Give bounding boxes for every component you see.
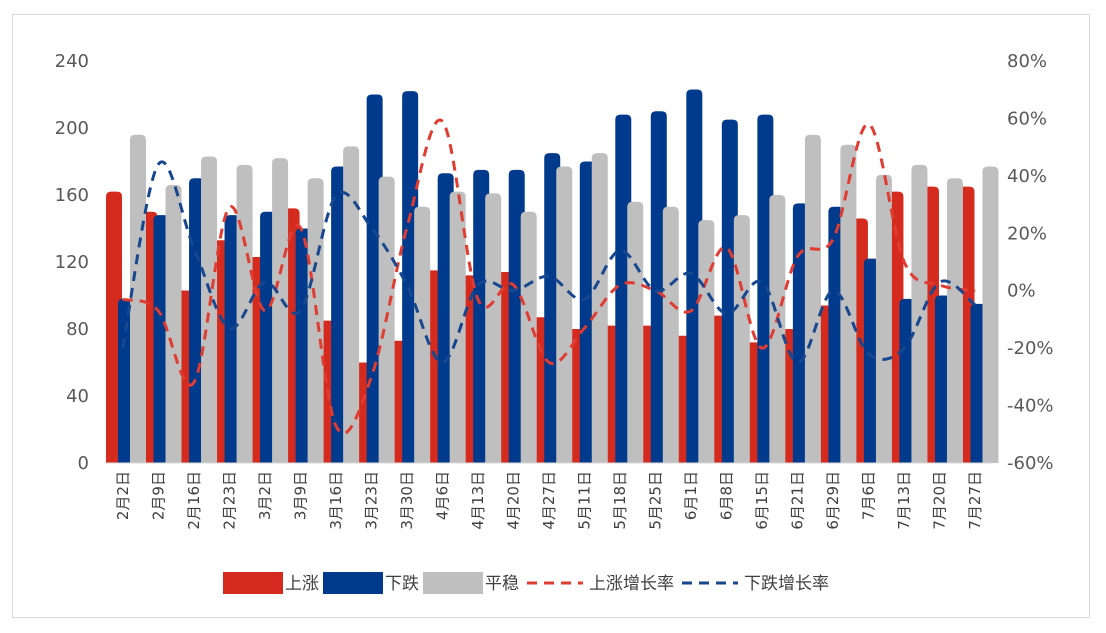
x-tick-label: 4月6日: [433, 471, 451, 520]
bar-平稳-7月6日: [875, 174, 892, 463]
bar-平稳-4月20日: [520, 211, 537, 463]
x-tick-label: 6月21日: [789, 471, 807, 530]
bar-marks: [106, 89, 999, 464]
x-axis-ticks: 2月2日 2月9日 2月16日 2月23日 3月2日 3月9日 3月16日 3月23日 3月30…: [114, 471, 984, 530]
x-tick-label: 2月2日: [114, 471, 132, 520]
x-tick-label: 3月9日: [291, 471, 309, 520]
x-tick-label: 7月6日: [860, 471, 878, 520]
y-right-tick-label: 20%: [1007, 223, 1047, 244]
combo-chart: 0 40 80 120 160 200 240 -60% -40% -20% 0% 20% 40% 60…: [55, 51, 1054, 594]
x-tick-label: 2月16日: [185, 471, 203, 530]
legend-label-上涨增长率: 上涨增长率: [589, 574, 674, 594]
line-上涨增长率: [122, 118, 976, 435]
line-下跌增长率: [121, 160, 977, 365]
x-tick-label: 4月27日: [540, 471, 558, 530]
x-tick-label: 7月20日: [931, 471, 949, 530]
bar-平稳-7月13日: [911, 164, 928, 463]
legend-swatch-上涨: [223, 572, 283, 594]
x-tick-label: 2月23日: [220, 471, 238, 530]
legend-label-平稳: 平稳: [485, 574, 519, 594]
x-tick-label: 4月20日: [504, 471, 522, 530]
y-left-tick-label: 40: [66, 386, 89, 407]
bar-平稳-6月8日: [733, 215, 750, 463]
bar-平稳-6月29日: [840, 144, 857, 463]
legend-label-上涨: 上涨: [285, 574, 319, 594]
bar-平稳-6月1日: [698, 220, 715, 463]
bar-下跌-4月20日: [508, 169, 525, 463]
bar-平稳-7月27日: [982, 166, 999, 463]
line-marks: [121, 118, 977, 435]
legend-swatch-下跌: [323, 572, 383, 594]
chart-frame: 0 40 80 120 160 200 240 -60% -40% -20% 0% 20% 40% 60…: [12, 14, 1090, 618]
y-axis-left-ticks: 0 40 80 120 160 200 240: [55, 51, 89, 474]
x-tick-label: 5月11日: [576, 471, 594, 530]
y-right-tick-label: -40%: [1007, 396, 1054, 417]
x-tick-label: 5月18日: [611, 471, 629, 530]
x-tick-label: 7月13日: [895, 471, 913, 530]
legend: 上涨 下跌 平稳 上涨增长率 下跌增长率: [223, 572, 829, 594]
y-right-tick-label: 80%: [1007, 51, 1047, 72]
bar-平稳-3月16日: [343, 146, 360, 464]
x-tick-label: 4月13日: [469, 471, 487, 530]
y-right-tick-label: 0%: [1007, 281, 1036, 302]
bar-平稳-4月27日: [556, 166, 573, 463]
bar-平稳-5月11日: [591, 153, 608, 463]
bar-平稳-2月9日: [165, 184, 182, 463]
bar-平稳-6月15日: [769, 195, 786, 463]
bar-平稳-3月2日: [272, 158, 289, 463]
x-tick-label: 3月16日: [327, 471, 345, 530]
y-right-tick-label: -60%: [1007, 453, 1054, 474]
bar-平稳-3月30日: [414, 206, 431, 463]
y-left-tick-label: 0: [78, 453, 89, 474]
x-tick-label: 7月27日: [966, 471, 984, 530]
bar-平稳-5月25日: [662, 206, 679, 463]
y-left-tick-label: 200: [55, 118, 89, 139]
legend-label-下跌增长率: 下跌增长率: [744, 574, 829, 594]
bar-平稳-6月21日: [804, 134, 821, 463]
bar-平稳-4月13日: [485, 193, 502, 463]
bar-平稳-2月2日: [130, 134, 146, 463]
x-tick-label: 6月29日: [824, 471, 842, 530]
x-tick-label: 3月30日: [398, 471, 416, 530]
bar-平稳-2月16日: [201, 156, 218, 463]
x-tick-label: 2月9日: [149, 471, 167, 520]
y-left-tick-label: 160: [55, 185, 89, 206]
x-tick-label: 6月1日: [682, 471, 700, 520]
x-tick-label: 3月23日: [362, 471, 380, 530]
y-right-tick-label: -20%: [1007, 338, 1054, 359]
legend-label-下跌: 下跌: [385, 574, 419, 594]
x-tick-label: 6月8日: [718, 471, 736, 520]
y-right-tick-label: 40%: [1007, 166, 1047, 187]
bar-平稳-4月6日: [449, 191, 466, 463]
x-tick-label: 5月25日: [647, 471, 665, 530]
y-left-tick-label: 80: [66, 319, 89, 340]
y-left-tick-label: 120: [55, 252, 89, 273]
y-left-tick-label: 240: [55, 51, 89, 72]
legend-swatch-平稳: [423, 572, 483, 594]
x-tick-label: 6月15日: [753, 471, 771, 530]
bar-平稳-5月18日: [627, 201, 644, 463]
bar-平稳-3月9日: [307, 178, 324, 463]
x-tick-label: 3月2日: [256, 471, 274, 520]
y-right-tick-label: 60%: [1007, 108, 1047, 129]
y-axis-right-ticks: -60% -40% -20% 0% 20% 40% 60% 80%: [1007, 51, 1054, 474]
bar-平稳-7月20日: [946, 178, 963, 463]
